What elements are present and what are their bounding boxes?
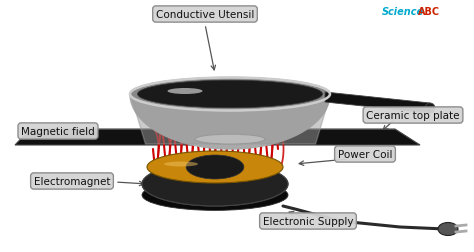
Text: Power Coil: Power Coil xyxy=(338,149,392,159)
Polygon shape xyxy=(15,130,420,145)
Ellipse shape xyxy=(425,104,435,114)
Text: Ceramic top plate: Ceramic top plate xyxy=(366,111,460,120)
Ellipse shape xyxy=(142,180,288,211)
Ellipse shape xyxy=(438,223,458,236)
Text: Science: Science xyxy=(382,7,424,17)
Ellipse shape xyxy=(142,162,288,206)
Text: Conductive Utensil: Conductive Utensil xyxy=(156,10,254,20)
Ellipse shape xyxy=(142,162,288,206)
Polygon shape xyxy=(325,93,430,114)
Ellipse shape xyxy=(186,155,244,179)
Text: Magnetic field: Magnetic field xyxy=(21,127,95,137)
Text: Electromagnet: Electromagnet xyxy=(34,176,110,186)
Polygon shape xyxy=(130,94,330,149)
Ellipse shape xyxy=(147,151,283,183)
Ellipse shape xyxy=(130,78,330,111)
Ellipse shape xyxy=(155,158,275,186)
Text: ABC: ABC xyxy=(418,7,440,17)
Text: Electronic Supply: Electronic Supply xyxy=(263,216,353,226)
Ellipse shape xyxy=(167,89,202,94)
Ellipse shape xyxy=(164,162,198,167)
Ellipse shape xyxy=(137,81,322,108)
Ellipse shape xyxy=(195,135,265,144)
